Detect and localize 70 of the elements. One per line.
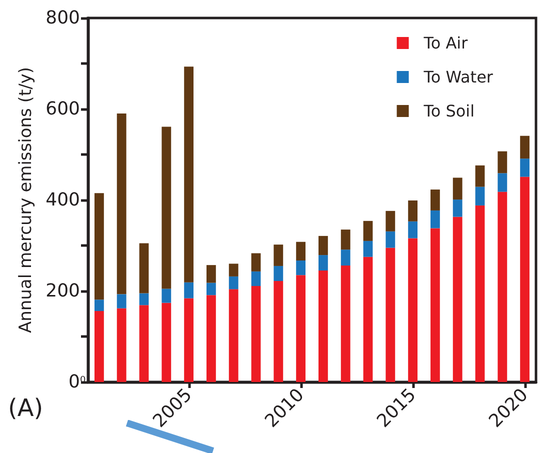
- bar: [116, 294, 126, 308]
- bar: [206, 282, 216, 296]
- bar: [139, 293, 149, 306]
- bar: [408, 238, 418, 382]
- bar: [340, 250, 350, 266]
- bar: [520, 176, 530, 382]
- bar: [94, 193, 104, 300]
- bar: [116, 308, 126, 382]
- y-axis-title: Annual mercury emissions (t/y): [16, 66, 36, 334]
- bar: [475, 205, 485, 382]
- bar: [386, 210, 396, 232]
- bar: [162, 288, 172, 303]
- bar: [251, 271, 261, 286]
- bar: [340, 230, 350, 250]
- bar: [206, 295, 216, 382]
- bar: [251, 253, 261, 272]
- bar: [251, 286, 261, 382]
- bar: [363, 240, 373, 257]
- bar: [139, 305, 149, 382]
- bar: [520, 158, 530, 177]
- bar: [498, 151, 508, 174]
- bar: [520, 136, 530, 159]
- bar: [363, 220, 373, 241]
- y-tick-label: 800: [46, 8, 80, 28]
- bar: [452, 200, 462, 217]
- bar: [116, 114, 126, 294]
- bar: [274, 280, 284, 382]
- bar: [318, 270, 328, 382]
- legend-label: To Soil: [422, 102, 475, 120]
- legend-label: To Water: [422, 68, 494, 86]
- bar: [94, 311, 104, 382]
- bar: [408, 200, 418, 222]
- bar: [340, 266, 350, 382]
- bar: [452, 178, 462, 200]
- bar: [274, 266, 284, 281]
- y-tick-label: 0: [68, 372, 80, 392]
- bar: [274, 244, 284, 266]
- bar: [408, 221, 418, 238]
- bar: [162, 126, 172, 289]
- bar: [498, 192, 508, 382]
- bar: [184, 66, 194, 282]
- y-tick-label: 600: [46, 98, 80, 120]
- text: (A): [8, 394, 44, 422]
- bar: [452, 216, 462, 382]
- bar: [206, 265, 216, 283]
- bar: [228, 276, 238, 290]
- bar: [228, 289, 238, 382]
- bar: [386, 248, 396, 382]
- bar: [475, 186, 485, 206]
- bar: [296, 260, 306, 276]
- bar: [430, 228, 440, 382]
- bar: [475, 165, 485, 187]
- bar: [318, 236, 328, 256]
- bar: [94, 300, 104, 312]
- bar: [184, 282, 194, 298]
- bar: [498, 173, 508, 192]
- y-tick-label: 200: [46, 280, 80, 302]
- bar: [386, 231, 396, 248]
- bar: [430, 190, 440, 210]
- bar: [363, 256, 373, 382]
- y-tick-label: 400: [46, 190, 80, 210]
- bar: [430, 210, 440, 228]
- bar: [184, 298, 194, 382]
- bar: [318, 255, 328, 271]
- bar: [228, 264, 238, 276]
- bar: [139, 243, 149, 294]
- legend-label: To Air: [422, 34, 468, 52]
- bar: [162, 302, 172, 382]
- bar: [296, 242, 306, 261]
- bar: [296, 275, 306, 382]
